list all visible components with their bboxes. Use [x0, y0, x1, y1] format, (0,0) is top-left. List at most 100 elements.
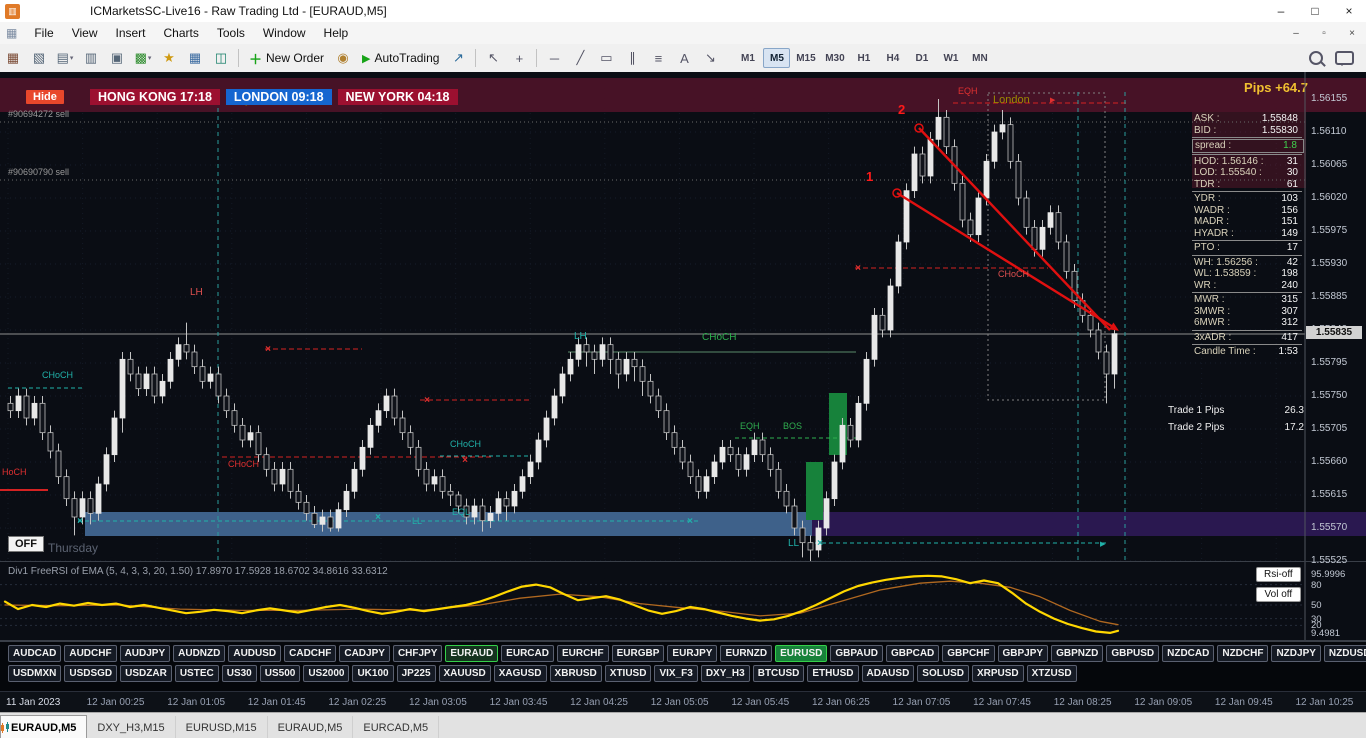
tab-eurcad-m5[interactable]: EURCAD,M5	[1, 716, 440, 738]
symbol-audnzd[interactable]: AUDNZD	[173, 645, 226, 662]
menu-view[interactable]: View	[71, 26, 98, 40]
symbol-eurjpy[interactable]: EURJPY	[667, 645, 718, 662]
symbol-xtiusd[interactable]: XTIUSD	[604, 665, 652, 682]
symbol-xagusd[interactable]: XAGUSD	[493, 665, 547, 682]
crosshair-icon[interactable]: +	[515, 50, 524, 66]
menu-insert[interactable]: Insert	[115, 26, 146, 40]
symbol-eurnzd[interactable]: EURNZD	[720, 645, 773, 662]
web-terminal-icon[interactable]: ◉	[337, 50, 349, 65]
timeframe-m5[interactable]: M5	[763, 48, 791, 68]
symbol-ustec[interactable]: USTEC	[174, 665, 219, 682]
timeframe-w1[interactable]: W1	[943, 52, 959, 64]
symbol-adausd[interactable]: ADAUSD	[861, 665, 915, 682]
symbol-jp225[interactable]: JP225	[396, 665, 436, 682]
symbol-gbpchf[interactable]: GBPCHF	[942, 645, 995, 662]
symbol-solusd[interactable]: SOLUSD	[917, 665, 969, 682]
favorites-icon[interactable]: ★	[163, 50, 175, 65]
timeframe-h4[interactable]: H4	[886, 52, 900, 64]
symbol-eurchf[interactable]: EURCHF	[556, 645, 609, 662]
symbol-gbpusd[interactable]: GBPUSD	[1106, 645, 1160, 662]
symbol-xrpusd[interactable]: XRPUSD	[971, 665, 1024, 682]
timeframe-m30[interactable]: M30	[825, 52, 845, 64]
symbol-cadchf[interactable]: CADCHF	[284, 645, 337, 662]
hide-button[interactable]: Hide	[26, 90, 64, 104]
off-button[interactable]: OFF	[8, 536, 44, 552]
menu-charts[interactable]: Charts	[163, 26, 199, 40]
new-chart-icon[interactable]: ▦	[6, 50, 20, 65]
mdi-close-button[interactable]: ×	[1349, 27, 1355, 39]
tab-dxy-h3-m15[interactable]: DXY_H3,M15	[1, 716, 176, 738]
timeframe-h1[interactable]: H1	[857, 52, 871, 64]
symbol-audcad[interactable]: AUDCAD	[8, 645, 62, 662]
tab-euraud-m5[interactable]: EURAUD,M5	[1, 716, 354, 738]
rsi-off-button[interactable]: Rsi-off	[1256, 567, 1301, 582]
symbol-nzdjpy[interactable]: NZDJPY	[1271, 645, 1321, 662]
cursor-icon[interactable]: ↖	[487, 50, 499, 65]
depth-of-market-icon[interactable]: ◫	[214, 50, 228, 65]
maximize-button[interactable]: □	[1311, 4, 1319, 18]
symbol-vix-f3[interactable]: VIX_F3	[654, 665, 698, 682]
zoom-in-icon[interactable]	[1309, 51, 1323, 65]
menu-window[interactable]: Window	[262, 26, 306, 40]
symbol-uk100[interactable]: UK100	[352, 665, 394, 682]
symbol-us30[interactable]: US30	[221, 665, 257, 682]
symbol-gbpaud[interactable]: GBPAUD	[830, 645, 883, 662]
arrow-object-icon[interactable]: ↘	[704, 50, 716, 65]
symbol-us2000[interactable]: US2000	[303, 665, 350, 682]
close-button[interactable]: ×	[1345, 4, 1353, 18]
menu-help[interactable]: Help	[323, 26, 349, 40]
symbol-euraud[interactable]: EURAUD	[445, 645, 499, 662]
profiles-icon[interactable]: ▤ ▾	[56, 50, 74, 65]
strategy-tester-icon[interactable]: ▦	[188, 50, 202, 65]
symbol-eurcad[interactable]: EURCAD	[501, 645, 554, 662]
timeframe-m1[interactable]: M1	[740, 52, 755, 64]
symbol-dxy-h3[interactable]: DXY_H3	[700, 665, 750, 682]
symbol-chfjpy[interactable]: CHFJPY	[392, 645, 443, 662]
symbol-usdsgd[interactable]: USDSGD	[64, 665, 118, 682]
symbol-ethusd[interactable]: ETHUSD	[807, 665, 859, 682]
symbol-gbpnzd[interactable]: GBPNZD	[1051, 645, 1104, 662]
new-order-button[interactable]: ＋ New Order	[243, 47, 330, 70]
symbol-usdmxn[interactable]: USDMXN	[8, 665, 62, 682]
symbol-cadjpy[interactable]: CADJPY	[339, 645, 390, 662]
detach-chart-icon[interactable]: ↗	[452, 50, 464, 65]
open-chart-icon[interactable]: ▧	[32, 50, 46, 65]
symbol-xbrusd[interactable]: XBRUSD	[549, 665, 602, 682]
tab-euraud-m5[interactable]: EURAUD,M5	[0, 715, 88, 738]
vol-off-button[interactable]: Vol off	[1256, 587, 1301, 602]
channel-icon[interactable]: ∥	[629, 50, 636, 65]
symbol-audusd[interactable]: AUDUSD	[228, 645, 282, 662]
symbol-us500[interactable]: US500	[259, 665, 301, 682]
minimize-button[interactable]: –	[1277, 4, 1285, 18]
rectangle-icon[interactable]: ▭	[600, 50, 613, 65]
symbol-gbpcad[interactable]: GBPCAD	[885, 645, 940, 662]
symbol-eurgbp[interactable]: EURGBP	[611, 645, 665, 662]
symbol-nzdusd[interactable]: NZDUSD	[1323, 645, 1366, 662]
timeframe-mn[interactable]: MN	[972, 52, 988, 64]
symbol-nzdchf[interactable]: NZDCHF	[1217, 645, 1269, 662]
menu-tools[interactable]: Tools	[216, 26, 245, 40]
market-watch-icon[interactable]: ▥	[84, 50, 98, 65]
symbol-gbpjpy[interactable]: GBPJPY	[997, 645, 1049, 662]
mdi-restore-button[interactable]: ▫	[1322, 27, 1326, 39]
trendline-icon[interactable]: ╱	[576, 50, 585, 65]
symbol-nzdcad[interactable]: NZDCAD	[1162, 645, 1215, 662]
indicators-icon[interactable]: ▩ ▾	[134, 50, 152, 65]
symbol-xauusd[interactable]: XAUUSD	[438, 665, 491, 682]
mdi-minimize-button[interactable]: –	[1293, 27, 1299, 39]
autotrading-button[interactable]: ▶ AutoTrading	[356, 49, 445, 67]
text-icon[interactable]: A	[680, 50, 689, 66]
data-window-icon[interactable]: ▣	[110, 50, 124, 65]
symbol-xtzusd[interactable]: XTZUSD	[1026, 665, 1077, 682]
symbol-btcusd[interactable]: BTCUSD	[752, 665, 805, 682]
symbol-usdzar[interactable]: USDZAR	[120, 665, 172, 682]
symbol-eurusd[interactable]: EURUSD	[775, 645, 828, 662]
timeframe-m15[interactable]: M15	[796, 52, 816, 64]
symbol-audchf[interactable]: AUDCHF	[64, 645, 117, 662]
fibonacci-icon[interactable]: ≡	[654, 50, 663, 66]
delete-objects-icon[interactable]: ─	[549, 50, 560, 66]
chat-icon[interactable]	[1335, 51, 1354, 66]
timeframe-d1[interactable]: D1	[915, 52, 929, 64]
symbol-audjpy[interactable]: AUDJPY	[119, 645, 171, 662]
menu-file[interactable]: File	[34, 26, 54, 40]
